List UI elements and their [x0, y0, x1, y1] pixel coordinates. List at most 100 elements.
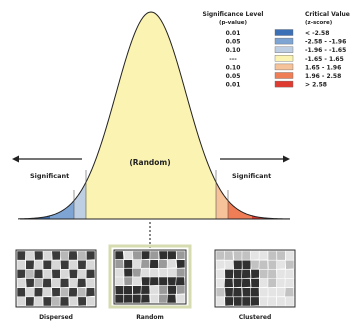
map-cell	[175, 293, 186, 304]
map-cell	[33, 287, 44, 298]
map-cell	[76, 250, 87, 261]
map-cell	[85, 287, 96, 298]
legend-rows: 0.01 < -2.58 0.05 -2.58 - -1.96 0.10 -1.96 - …	[226, 29, 346, 89]
curve-segment-center	[86, 12, 216, 219]
map-cell	[158, 285, 169, 295]
pattern-random-panel: Random	[108, 244, 192, 321]
map-cell	[114, 285, 125, 295]
map-cell	[224, 268, 234, 279]
map-cell	[25, 259, 35, 270]
legend-swatch	[274, 80, 294, 88]
map-cell	[123, 285, 133, 296]
map-cell	[267, 278, 278, 289]
map-cell	[267, 259, 278, 271]
legend-zscore: -1.65 - 1.65	[305, 56, 344, 63]
map-cell	[68, 259, 79, 270]
map-cell	[250, 259, 261, 270]
map-cell	[149, 250, 160, 261]
map-cell	[114, 259, 125, 269]
legend-swatch	[274, 72, 294, 79]
legend-sig-header-1: Significance Level	[203, 11, 264, 18]
legend-zscore: > 2.58	[305, 82, 327, 89]
pattern-label-dispersed: Dispersed	[39, 314, 73, 321]
legend-swatch	[274, 63, 294, 71]
map-cell	[51, 268, 62, 279]
map-cell	[232, 268, 243, 280]
map-cell	[250, 287, 260, 298]
map-cell	[267, 268, 278, 280]
clustered-pattern-map	[215, 250, 295, 307]
map-cell	[76, 268, 87, 280]
map-cell	[68, 268, 79, 279]
map-cell	[284, 250, 295, 261]
legend-pvalue: 0.01	[226, 82, 241, 89]
map-cell	[241, 287, 252, 298]
map-cell	[114, 250, 125, 261]
map-cell	[224, 259, 235, 270]
map-cell	[123, 250, 134, 261]
map-cell	[284, 287, 295, 298]
pattern-clustered-panel: Clustered	[214, 249, 296, 321]
map-cell	[33, 250, 44, 261]
map-cell	[85, 278, 96, 289]
pattern-label-clustered: Clustered	[239, 314, 272, 321]
map-cell	[16, 296, 27, 307]
map-cell	[175, 285, 186, 295]
map-cell	[68, 250, 79, 261]
legend-zscore: 1.96 - 2.58	[305, 73, 341, 80]
map-cell	[250, 296, 260, 307]
map-cell	[241, 259, 252, 270]
curve-segments	[18, 12, 290, 219]
map-cell	[68, 296, 79, 307]
map-cell	[132, 285, 142, 295]
map-cell	[232, 296, 243, 307]
curve-outline	[17, 11, 291, 220]
map-cell	[157, 259, 168, 270]
map-cell	[140, 259, 151, 269]
normal-curve	[17, 11, 291, 220]
map-cell	[68, 278, 79, 289]
curve-segment-neg-165	[74, 12, 86, 219]
map-cell	[241, 268, 252, 279]
map-cell	[241, 296, 251, 307]
map-cell	[77, 296, 88, 307]
map-cell	[114, 276, 125, 287]
map-cell	[140, 276, 151, 287]
map-cell	[42, 287, 53, 298]
curve-segment-neg-196	[50, 12, 74, 219]
map-cell	[215, 250, 225, 261]
map-cell	[250, 250, 260, 261]
map-cell	[16, 250, 27, 261]
map-cell	[59, 259, 70, 270]
map-cell	[123, 267, 134, 278]
map-cell	[149, 293, 160, 304]
legend-sig-header-2: (p-value)	[219, 20, 248, 26]
map-cell	[24, 250, 35, 261]
map-cell	[276, 287, 286, 298]
map-cell	[284, 268, 295, 279]
map-cell	[59, 296, 70, 307]
map-cell	[24, 268, 35, 279]
legend-pvalue: ---	[229, 56, 237, 63]
map-cell	[284, 259, 295, 270]
map-cell	[59, 287, 70, 298]
map-cell	[86, 250, 96, 261]
map-cell	[33, 259, 44, 271]
map-cell	[166, 259, 177, 269]
map-cell	[258, 268, 269, 280]
map-cell	[276, 259, 286, 270]
map-cell	[114, 267, 125, 278]
legend-zscore: -1.96 - -1.65	[305, 47, 346, 54]
map-cell	[215, 287, 226, 298]
map-cell	[123, 276, 134, 287]
map-cell	[267, 250, 278, 262]
map-cell	[223, 278, 234, 289]
legend-crit-header-2: (z-score)	[305, 20, 333, 26]
map-cell	[123, 293, 133, 304]
map-cell	[224, 296, 235, 307]
legend-pvalue: 0.10	[226, 64, 241, 71]
legend-pvalue: 0.10	[226, 47, 241, 54]
map-cell	[158, 267, 169, 278]
map-cell	[232, 250, 243, 261]
legend-swatch	[274, 29, 294, 36]
